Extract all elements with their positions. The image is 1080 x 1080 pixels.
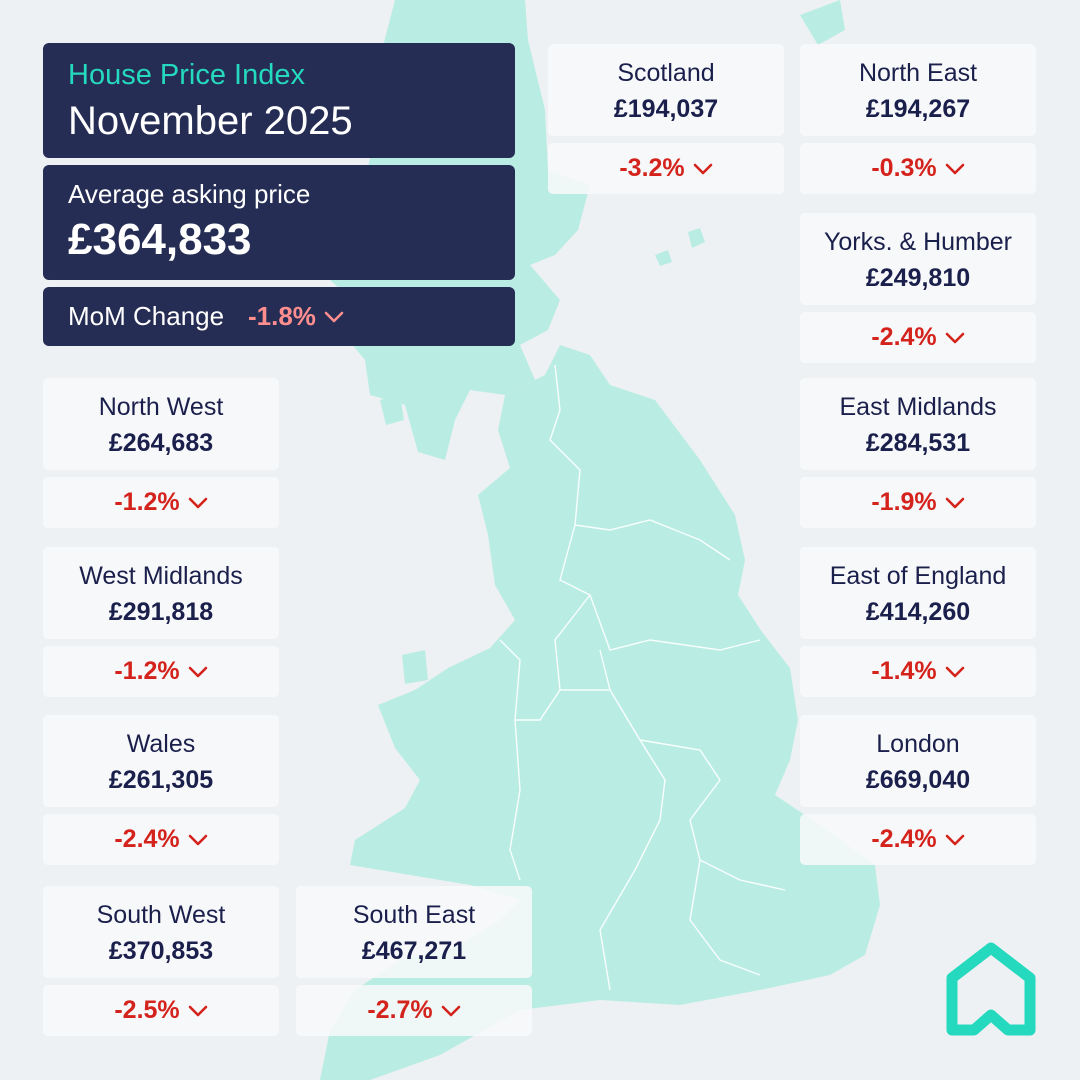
region-change-value: -3.2% [619, 154, 685, 182]
region-name: East of England [829, 562, 1007, 590]
chevron-down-icon [188, 496, 208, 510]
chevron-down-icon [945, 162, 965, 176]
region-card-west-midlands: West Midlands £291,818 [43, 547, 279, 639]
region-name: South East [352, 901, 476, 929]
region-price: £467,271 [361, 937, 467, 965]
region-change-scotland: -3.2% [548, 143, 784, 194]
region-card-scotland: Scotland £194,037 [548, 44, 784, 136]
chevron-down-icon [945, 496, 965, 510]
mom-change-label: MoM Change [68, 301, 225, 331]
period-title: November 2025 [68, 99, 353, 143]
mom-change-value-wrap: -1.8% [248, 301, 344, 332]
region-change-east-of-england: -1.4% [800, 646, 1036, 697]
region-card-yorks-humber: Yorks. & Humber £249,810 [800, 213, 1036, 305]
chevron-down-icon [441, 1004, 461, 1018]
region-price: £249,810 [865, 264, 971, 292]
index-title: House Price Index [68, 59, 305, 91]
region-change-value: -2.4% [871, 825, 937, 853]
region-name: East Midlands [839, 393, 997, 421]
chevron-down-icon [188, 833, 208, 847]
chevron-down-icon [188, 1004, 208, 1018]
chevron-down-icon [693, 162, 713, 176]
region-price: £284,531 [865, 429, 971, 457]
region-name: North West [98, 393, 224, 421]
chevron-down-icon [945, 833, 965, 847]
region-name: London [876, 730, 960, 758]
region-change-value: -2.4% [871, 323, 937, 351]
region-name: Wales [126, 730, 196, 758]
region-name: South West [96, 901, 226, 929]
region-card-london: London £669,040 [800, 715, 1036, 807]
chevron-down-icon [945, 331, 965, 345]
region-change-north-west: -1.2% [43, 477, 279, 528]
region-price: £264,683 [108, 429, 214, 457]
mom-change-value: -1.8% [248, 301, 316, 331]
average-price-label: Average asking price [68, 179, 311, 209]
region-card-east-of-england: East of England £414,260 [800, 547, 1036, 639]
region-card-east-midlands: East Midlands £284,531 [800, 378, 1036, 470]
region-name: Scotland [617, 59, 715, 87]
region-change-value: -2.7% [367, 996, 433, 1024]
region-change-value: -1.4% [871, 657, 937, 685]
region-change-value: -1.2% [114, 488, 180, 516]
region-card-south-east: South East £467,271 [296, 886, 532, 978]
title-panel: House Price Index November 2025 [43, 43, 515, 158]
chevron-down-icon [945, 665, 965, 679]
region-change-value: -0.3% [871, 154, 937, 182]
region-change-value: -1.9% [871, 488, 937, 516]
region-price: £261,305 [108, 766, 214, 794]
region-change-west-midlands: -1.2% [43, 646, 279, 697]
region-change-wales: -2.4% [43, 814, 279, 865]
region-change-east-midlands: -1.9% [800, 477, 1036, 528]
region-change-value: -1.2% [114, 657, 180, 685]
region-card-south-west: South West £370,853 [43, 886, 279, 978]
region-card-wales: Wales £261,305 [43, 715, 279, 807]
region-change-north-east: -0.3% [800, 143, 1036, 194]
chevron-down-icon [188, 665, 208, 679]
map-england-wales [320, 345, 880, 1080]
region-price: £291,818 [108, 598, 214, 626]
average-price-panel: Average asking price £364,833 [43, 165, 515, 280]
region-change-south-west: -2.5% [43, 985, 279, 1036]
region-price: £669,040 [865, 766, 971, 794]
region-change-value: -2.5% [114, 996, 180, 1024]
chevron-down-icon [324, 310, 344, 324]
house-logo-icon [946, 942, 1036, 1036]
region-name: West Midlands [79, 562, 243, 590]
region-price: £194,037 [613, 95, 719, 123]
region-card-north-west: North West £264,683 [43, 378, 279, 470]
mom-change-panel: MoM Change -1.8% [43, 287, 515, 346]
region-name: Yorks. & Humber [823, 228, 1013, 256]
region-name: North East [858, 59, 978, 87]
region-price: £414,260 [865, 598, 971, 626]
region-price: £194,267 [865, 95, 971, 123]
region-borders [499, 364, 786, 991]
region-price: £370,853 [108, 937, 214, 965]
region-change-south-east: -2.7% [296, 985, 532, 1036]
region-change-yorks-humber: -2.4% [800, 312, 1036, 363]
average-price-value: £364,833 [68, 215, 252, 264]
region-change-london: -2.4% [800, 814, 1036, 865]
region-card-north-east: North East £194,267 [800, 44, 1036, 136]
region-change-value: -2.4% [114, 825, 180, 853]
